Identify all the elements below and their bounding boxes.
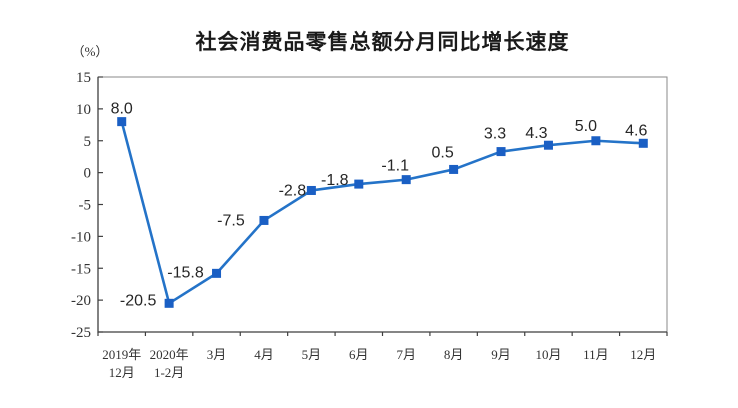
- data-point-label: 8.0: [111, 101, 133, 118]
- data-point-marker: [164, 298, 174, 308]
- y-axis-tick-label: -20: [71, 293, 91, 309]
- line-series: [120, 121, 644, 305]
- data-point-marker: [496, 147, 506, 157]
- x-axis-label: 4月: [254, 347, 274, 362]
- x-axis-label: 2019年 12月: [102, 347, 141, 380]
- data-point-label: 4.3: [525, 125, 547, 142]
- data-point-label: 5.0: [575, 118, 597, 135]
- x-axis-label: 6月: [349, 347, 369, 362]
- x-axis-label: 10月: [535, 347, 561, 362]
- x-axis-label: 9月: [491, 347, 511, 362]
- data-point-marker: [638, 138, 648, 148]
- data-point-marker: [449, 164, 459, 174]
- y-axis-tick-label: -15: [71, 261, 91, 277]
- x-axis-label: 7月: [396, 347, 416, 362]
- data-point-marker: [591, 136, 601, 146]
- data-point-marker: [306, 185, 316, 195]
- x-axis-label: 11月: [583, 347, 609, 362]
- data-point-label: 4.6: [625, 122, 647, 139]
- x-axis-label: 12月: [630, 347, 656, 362]
- y-axis-tick-label: -5: [79, 198, 92, 214]
- x-axis-label: 2020年 1-2月: [150, 347, 189, 380]
- data-point-label: -2.8: [279, 182, 307, 199]
- data-point-marker: [259, 215, 269, 225]
- data-point-label: 0.5: [432, 144, 454, 161]
- chart-title: 社会消费品零售总额分月同比增长速度: [195, 31, 570, 54]
- x-axis-label: 5月: [302, 347, 322, 362]
- data-point-label: -1.1: [381, 158, 409, 175]
- y-axis-tick-label: 0: [84, 166, 92, 182]
- data-point-marker: [401, 175, 411, 185]
- data-point-marker: [354, 179, 364, 189]
- y-axis-tick-label: 15: [76, 70, 91, 86]
- data-point-label: -7.5: [217, 212, 245, 229]
- y-axis-tick-label: -25: [71, 325, 91, 341]
- data-point-label: -20.5: [120, 292, 157, 309]
- data-point-marker: [212, 268, 222, 278]
- data-point-label: 3.3: [484, 126, 506, 143]
- y-axis-tick-label: -10: [71, 229, 91, 245]
- x-axis-label: 8月: [444, 347, 464, 362]
- data-point-label: -1.8: [321, 172, 349, 189]
- y-axis-unit-label: （%）: [71, 44, 109, 59]
- y-axis-tick-label: 5: [84, 134, 92, 150]
- data-point-marker: [117, 117, 127, 127]
- data-point-marker: [543, 140, 553, 150]
- data-point-label: -15.8: [167, 264, 204, 281]
- y-axis-tick-label: 10: [76, 102, 91, 118]
- x-axis-label: 3月: [207, 347, 227, 362]
